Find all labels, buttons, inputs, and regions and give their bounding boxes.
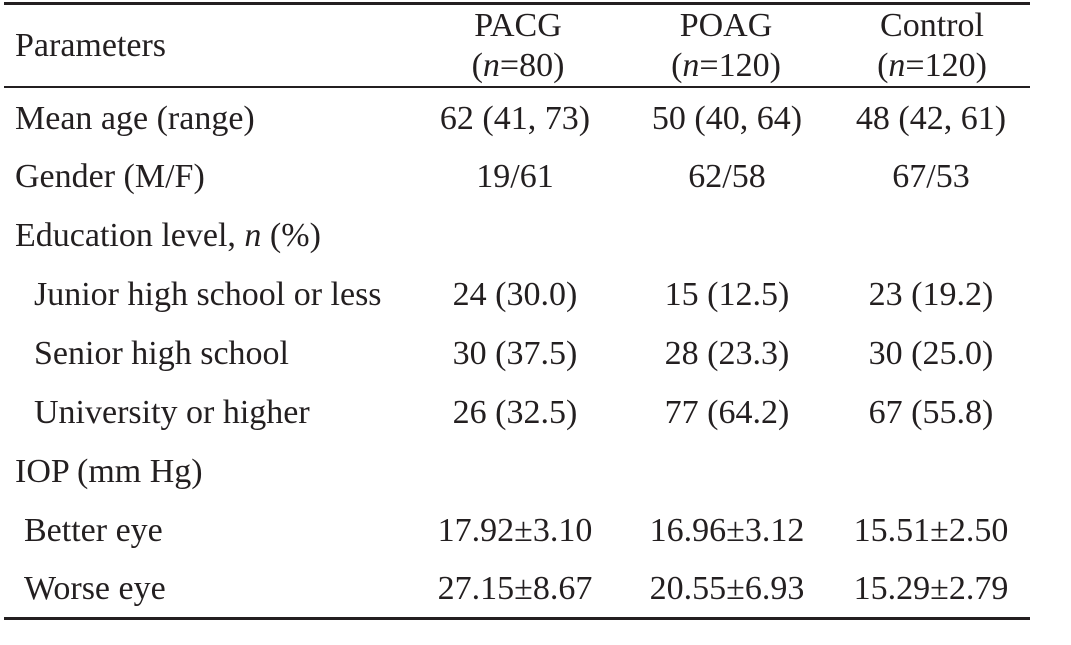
row-label: University or higher xyxy=(34,394,310,431)
cell-pacg: 27.15±8.67 xyxy=(437,570,593,607)
header-col-n: (n=120) xyxy=(877,47,987,84)
table-row-iop: IOP (mm Hg) xyxy=(4,443,1030,501)
table-row-education: Education level, n (%) xyxy=(4,207,1030,265)
cell-control: 67 (55.8) xyxy=(868,394,994,431)
table-bottom-rule xyxy=(4,617,1030,620)
cell-pacg: 30 (37.5) xyxy=(452,335,578,372)
row-label: Mean age (range) xyxy=(15,100,255,137)
table-row-worse-eye: Worse eye 27.15±8.67 20.55±6.93 15.29±2.… xyxy=(4,560,1030,618)
cell-pacg: 24 (30.0) xyxy=(452,276,578,313)
cell-poag: 62/58 xyxy=(688,158,766,195)
cell-poag: 20.55±6.93 xyxy=(649,570,805,607)
cell-control: 30 (25.0) xyxy=(868,335,994,372)
cell-control: 15.51±2.50 xyxy=(853,512,1009,549)
row-label: Worse eye xyxy=(24,570,166,607)
row-label: Junior high school or less xyxy=(34,276,382,313)
table-top-rule xyxy=(4,2,1030,5)
cell-control: 48 (42, 61) xyxy=(855,100,1007,137)
cell-pacg: 26 (32.5) xyxy=(452,394,578,431)
header-col-name: PACG xyxy=(474,7,562,44)
header-col-name: Control xyxy=(880,7,984,44)
cell-control: 23 (19.2) xyxy=(868,276,994,313)
table-row-gender: Gender (M/F) 19/61 62/58 67/53 xyxy=(4,148,1030,206)
header-col-control: Control (n=120) xyxy=(832,6,1032,86)
table-header-rule xyxy=(4,86,1030,88)
row-label: Senior high school xyxy=(34,335,289,372)
cell-pacg: 17.92±3.10 xyxy=(437,512,593,549)
cell-pacg: 19/61 xyxy=(476,158,554,195)
cell-poag: 15 (12.5) xyxy=(664,276,790,313)
cell-control: 67/53 xyxy=(892,158,970,195)
header-parameters: Parameters xyxy=(15,27,167,64)
header-col-poag: POAG (n=120) xyxy=(626,6,826,86)
table-row-university: University or higher 26 (32.5) 77 (64.2)… xyxy=(4,384,1030,442)
row-label: IOP (mm Hg) xyxy=(15,453,203,490)
cell-control: 15.29±2.79 xyxy=(853,570,1009,607)
table-row-better-eye: Better eye 17.92±3.10 16.96±3.12 15.51±2… xyxy=(4,502,1030,560)
header-col-pacg: PACG (n=80) xyxy=(418,6,618,86)
row-label: Better eye xyxy=(24,512,163,549)
table-row-junior-high: Junior high school or less 24 (30.0) 15 … xyxy=(4,266,1030,324)
header-col-n: (n=80) xyxy=(471,47,565,84)
row-label: Education level, n (%) xyxy=(15,217,321,254)
table-row-senior-high: Senior high school 30 (37.5) 28 (23.3) 3… xyxy=(4,325,1030,383)
cell-poag: 28 (23.3) xyxy=(664,335,790,372)
cell-poag: 16.96±3.12 xyxy=(649,512,805,549)
header-col-name: POAG xyxy=(679,7,773,44)
table-row-mean-age: Mean age (range) 62 (41, 73) 50 (40, 64)… xyxy=(4,90,1030,148)
cell-poag: 77 (64.2) xyxy=(664,394,790,431)
row-label: Gender (M/F) xyxy=(15,158,205,195)
cell-pacg: 62 (41, 73) xyxy=(439,100,591,137)
header-col-n: (n=120) xyxy=(671,47,781,84)
cell-poag: 50 (40, 64) xyxy=(651,100,803,137)
